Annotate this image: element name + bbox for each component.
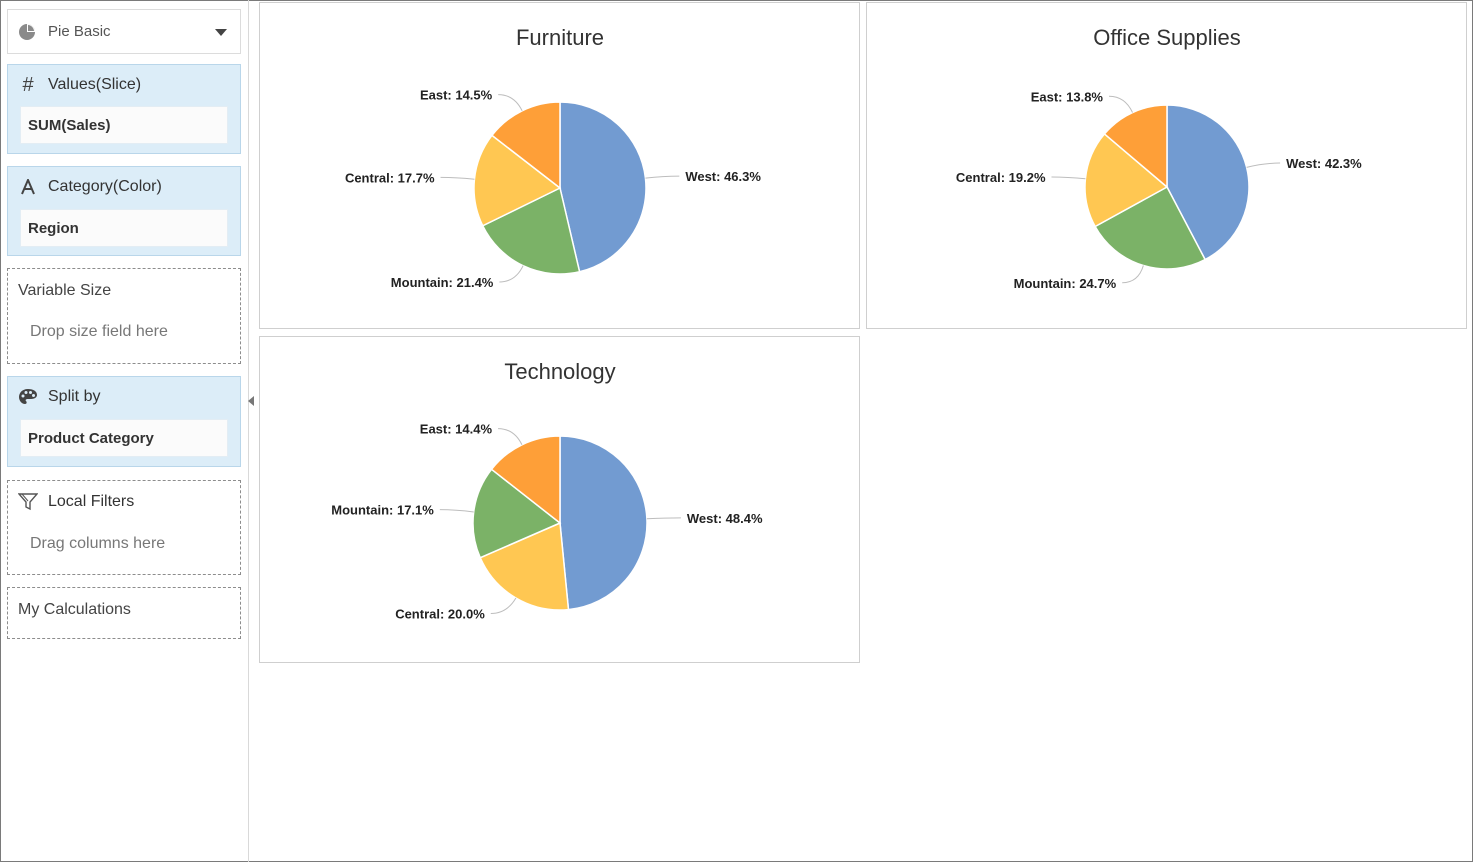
slice-label-mountain: Mountain: 21.4% [391,275,494,290]
slice-label-west: West: 48.4% [687,511,763,526]
leader-line-west [645,175,680,179]
leader-line-east [1108,95,1134,113]
pie-slice-west[interactable] [1166,104,1250,261]
split-by-field-pill[interactable]: Product Category [20,419,228,457]
local-filters-dropzone[interactable]: Local Filters Drag columns here [7,480,241,575]
leader-line-central [1051,176,1086,180]
my-calculations-title: My Calculations [18,601,131,618]
pie-slice-central[interactable] [473,134,562,227]
pie-slice-mountain[interactable] [481,186,581,275]
slice-label-east: East: 14.5% [420,88,493,103]
variable-size-hint: Drop size field here [30,323,168,340]
leader-line-mountain [439,509,474,513]
chart-type-dropdown[interactable]: Pie Basic [7,9,241,54]
leader-line-west [646,517,681,520]
category-color-panel: Category(Color) Region [7,166,241,256]
chevron-down-icon[interactable] [215,29,227,36]
variable-size-dropzone[interactable]: Variable Size Drop size field here [7,268,241,364]
slice-label-mountain: Mountain: 24.7% [1014,276,1117,291]
hash-icon: # [22,74,34,96]
local-filters-hint: Drag columns here [30,535,166,552]
pie-slice-east[interactable] [490,435,561,525]
values-slice-header: # Values(Slice) [18,75,141,95]
slice-label-central: Central: 19.2% [956,170,1046,185]
filter-icon [18,492,38,512]
pie-slice-west[interactable] [559,435,648,611]
pie-slice-mountain[interactable] [1094,185,1207,270]
pie-slice-west[interactable] [559,101,647,273]
values-field-pill[interactable]: SUM(Sales) [20,106,228,144]
pie-slice-central[interactable] [479,521,570,611]
slice-label-mountain: Mountain: 17.1% [331,503,434,518]
chart-panel-technology: Technology West: 48.4% Central: 20.0% Mount… [259,336,860,663]
slice-label-east: East: 14.4% [420,422,493,437]
chart-title: Office Supplies [1093,25,1241,50]
pie-chart-office-supplies: Office Supplies West: 42.3% Mountain: 24.7… [956,25,1362,291]
pie-slice-mountain[interactable] [472,468,562,559]
collapse-sidebar-icon[interactable] [248,396,254,406]
leader-line-east [498,428,523,445]
sidebar: Pie Basic # Values(Slice) SUM(Sales) Cat… [0,0,249,862]
pie-chart-icon [19,23,35,40]
palette-icon [18,387,38,407]
values-slice-title: Values(Slice) [48,76,142,93]
category-color-header: Category(Color) [18,177,162,197]
chart-panel-office-supplies: Office Supplies West: 42.3% Mountain: 24.7… [866,2,1467,329]
slice-label-west: West: 46.3% [685,169,761,184]
variable-size-title: Variable Size [18,282,112,299]
local-filters-title: Local Filters [48,493,135,510]
values-slice-panel: # Values(Slice) SUM(Sales) [7,64,241,154]
slice-label-central: Central: 17.7% [345,170,435,185]
slice-label-central: Central: 20.0% [395,607,485,622]
chart-title: Furniture [516,25,604,50]
slice-label-west: West: 42.3% [1286,156,1362,171]
pie-slice-east[interactable] [490,101,561,190]
chart-panel-furniture: Furniture West: 46.3% Mountain: 21.4% Centr… [259,2,860,329]
text-a-icon [18,177,38,197]
local-filters-header: Local Filters [18,492,134,512]
my-calculations-panel[interactable]: My Calculations [7,587,241,639]
chart-type-label: Pie Basic [48,23,111,40]
category-color-title: Category(Color) [48,178,162,195]
pie-slice-central[interactable] [1084,132,1169,228]
leader-line-mountain [1122,265,1144,284]
pie-chart-technology: Technology West: 48.4% Central: 20.0% Mount… [331,359,763,622]
category-field-pill[interactable]: Region [20,209,228,247]
chart-title: Technology [504,359,615,384]
split-by-title: Split by [48,388,101,405]
leader-line-east [498,94,523,112]
split-by-header: Split by [18,387,100,407]
split-by-panel: Split by Product Category [7,376,241,467]
slice-label-east: East: 13.8% [1031,89,1104,104]
leader-line-central [440,176,475,180]
leader-line-central [490,597,517,615]
leader-line-west [1246,162,1281,168]
pie-chart-furniture: Furniture West: 46.3% Mountain: 21.4% Centr… [345,25,761,290]
leader-line-mountain [499,265,524,283]
